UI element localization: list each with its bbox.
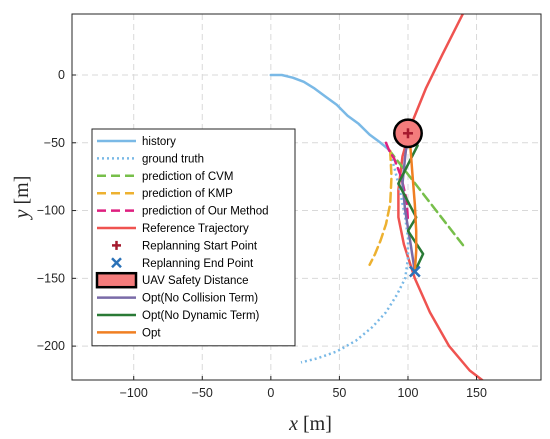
series-ground-truth <box>300 149 410 364</box>
y-tick-label: 0 <box>58 68 65 82</box>
legend-label: Reference Trajectory <box>142 223 249 235</box>
legend-swatch <box>112 240 121 250</box>
y-tick-label: −150 <box>37 271 65 285</box>
y-tick-label: −50 <box>44 136 65 150</box>
legend-item-replanning-end-point: Replanning End Point <box>111 257 254 270</box>
legend-item-uav-safety-distance: UAV Safety Distance <box>95 271 249 289</box>
legend-item-prediction-of-kmp: prediction of KMP <box>97 188 233 200</box>
y-tick-label: −200 <box>37 339 65 353</box>
series-group <box>269 14 485 380</box>
legend-item-prediction-of-our-method: prediction of Our Method <box>97 206 269 218</box>
x-tick-label: 150 <box>466 386 487 400</box>
legend-item-ground-truth: ground truth <box>97 153 204 165</box>
legend-item-reference-trajectory: Reference Trajectory <box>97 223 249 235</box>
ticks: −100 −50 0 50 100 150 0 −50 −100 −150 −200 <box>37 68 487 400</box>
legend-label: Replanning End Point <box>142 258 254 270</box>
legend-swatch <box>95 271 138 289</box>
x-tick-label: 50 <box>332 386 346 400</box>
legend: history ground truth prediction of CVM pred… <box>91 128 296 347</box>
series-history <box>269 73 391 151</box>
legend-label: Opt(No Dynamic Term) <box>142 310 260 322</box>
x-tick-label: 100 <box>398 386 419 400</box>
legend-item-history: history <box>97 136 176 148</box>
series-reference-trajectory <box>397 14 485 380</box>
legend-label: prediction of CVM <box>142 171 233 183</box>
series-opt-no-collision-term <box>401 132 417 273</box>
legend-label: ground truth <box>142 153 204 165</box>
legend-item-replanning-start-point: Replanning Start Point <box>112 240 258 252</box>
series-prediction-of-kmp <box>368 149 393 267</box>
series-prediction-of-cvm <box>387 148 467 250</box>
x-tick-label: −50 <box>192 386 213 400</box>
y-axis-label: y [m] <box>11 176 33 221</box>
x-tick-label: −100 <box>120 386 148 400</box>
plot-area <box>269 14 485 380</box>
legend-item-prediction-of-cvm: prediction of CVM <box>97 171 233 183</box>
legend-label: Opt <box>142 327 161 339</box>
legend-label: prediction of Our Method <box>142 206 269 218</box>
marker-replanning-start-point <box>402 128 413 139</box>
legend-item-opt: Opt <box>97 327 161 339</box>
x-axis-label: x [m] <box>288 413 332 435</box>
y-tick-label: −100 <box>37 204 65 218</box>
legend-box <box>91 128 296 347</box>
legend-item-opt-no-collision-term: Opt(No Collision Term) <box>97 293 258 305</box>
series-opt <box>408 132 418 273</box>
legend-swatch <box>111 257 122 269</box>
marker-replanning-end-point <box>408 265 421 278</box>
x-tick-label: 0 <box>267 386 274 400</box>
legend-label: UAV Safety Distance <box>142 275 249 287</box>
axes-box <box>71 13 542 381</box>
series-prediction-of-our-method <box>384 141 410 223</box>
legend-label: prediction of KMP <box>142 188 233 200</box>
legend-label: Replanning Start Point <box>142 240 258 252</box>
legend-label: history <box>142 136 176 148</box>
legend-item-opt-no-dynamic-term: Opt(No Dynamic Term) <box>97 310 260 322</box>
axis-labels: x [m] y [m] <box>11 176 332 435</box>
legend-label: Opt(No Collision Term) <box>142 293 258 305</box>
